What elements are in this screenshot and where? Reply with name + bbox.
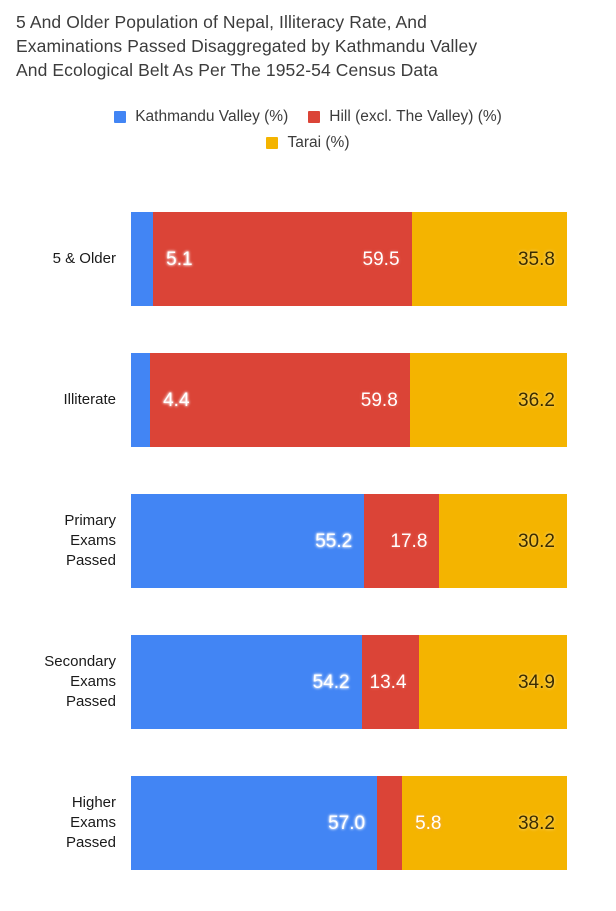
bar-value-label: 55.2 [315, 530, 353, 552]
bar-row: Illiterate 4.4 59.8 36.2 [0, 353, 616, 447]
bar-value-label: 59.8 [360, 389, 398, 411]
bar-segment[interactable]: 17.8 [364, 494, 440, 588]
legend-item-label: Tarai (%) [287, 134, 350, 151]
legend-item-kathmandu-valley[interactable]: Kathmandu Valley (%) [114, 108, 288, 126]
bar-value-label: 54.2 [312, 671, 350, 693]
legend-item-tarai[interactable]: Tarai (%) [266, 134, 350, 152]
bar-row: Primary Exams Passed 55.2 17.8 30.2 [0, 494, 616, 588]
bar-segment[interactable]: 54.2 [131, 635, 362, 729]
chart-plot-area: 5 & Older 5.1 59.5 35.8 Illiterate 4.4 59.8 36.… [0, 184, 616, 894]
bar-row: Secondary Exams Passed 54.2 13.4 34.9 [0, 635, 616, 729]
bar-segment[interactable]: 38.2 [402, 776, 567, 870]
bar-segment[interactable]: 59.8 [150, 353, 410, 447]
stacked-bar: 4.4 59.8 36.2 [131, 353, 567, 447]
bar-row: 5 & Older 5.1 59.5 35.8 [0, 212, 616, 306]
category-label: Primary Exams Passed [64, 512, 116, 569]
stacked-bar: 54.2 13.4 34.9 [131, 635, 567, 729]
bar-value-label: 5.1 [166, 248, 193, 270]
legend-item-label: Hill (excl. The Valley) (%) [329, 108, 502, 125]
category-label: Higher Exams Passed [65, 794, 116, 851]
bar-value-label: 30.2 [517, 530, 555, 552]
legend-row-secondary: Tarai (%) [0, 130, 616, 156]
bar-segment[interactable]: 59.5 [153, 212, 412, 306]
bar-value-label: 4.4 [163, 389, 190, 411]
bar-value-label: 35.8 [517, 248, 555, 270]
stacked-bar: 5.1 59.5 35.8 [131, 212, 567, 306]
bar-value-label: 59.5 [362, 248, 400, 270]
legend-swatch-icon [308, 111, 321, 123]
chart-title: 5 And Older Population of Nepal, Illiter… [16, 12, 478, 80]
bar-value-label: 38.2 [517, 812, 555, 834]
stacked-bar: 55.2 17.8 30.2 [131, 494, 567, 588]
bar-segment[interactable]: 36.2 [409, 353, 567, 447]
bar-segment[interactable]: 13.4 [361, 635, 419, 729]
bar-segment[interactable]: 35.8 [411, 212, 567, 306]
category-label: Secondary Exams Passed [44, 653, 116, 710]
stacked-bar: 57.0 5.8 38.2 [131, 776, 567, 870]
legend-swatch-icon [114, 111, 127, 123]
legend-row-primary: Kathmandu Valley (%) Hill (excl. The Val… [0, 104, 616, 130]
legend-item-label: Kathmandu Valley (%) [135, 108, 289, 125]
bar-value-label: 36.2 [518, 389, 555, 411]
bar-segment[interactable]: 5.1 [131, 212, 193, 306]
bar-segment[interactable]: 57.0 [131, 776, 378, 870]
chart-legend: Kathmandu Valley (%) Hill (excl. The Val… [0, 104, 616, 156]
bar-value-label: 5.8 [415, 812, 442, 834]
legend-swatch-icon [266, 137, 279, 149]
bar-value-label: 34.9 [517, 671, 555, 693]
bar-segment[interactable]: 55.2 [131, 494, 365, 588]
bar-segment[interactable]: 5.8 [377, 776, 442, 870]
category-label: 5 & Older [52, 250, 116, 267]
bar-segment[interactable]: 34.9 [418, 635, 567, 729]
bar-row: Higher Exams Passed 57.0 5.8 38.2 [0, 776, 616, 870]
bar-segment[interactable]: 4.4 [131, 353, 190, 447]
bar-value-label: 17.8 [390, 530, 428, 552]
category-label: Illiterate [63, 391, 116, 408]
bar-segment[interactable]: 30.2 [439, 494, 567, 588]
bar-value-label: 13.4 [369, 671, 407, 693]
legend-item-hill[interactable]: Hill (excl. The Valley) (%) [308, 108, 502, 126]
bar-value-label: 57.0 [328, 812, 366, 834]
